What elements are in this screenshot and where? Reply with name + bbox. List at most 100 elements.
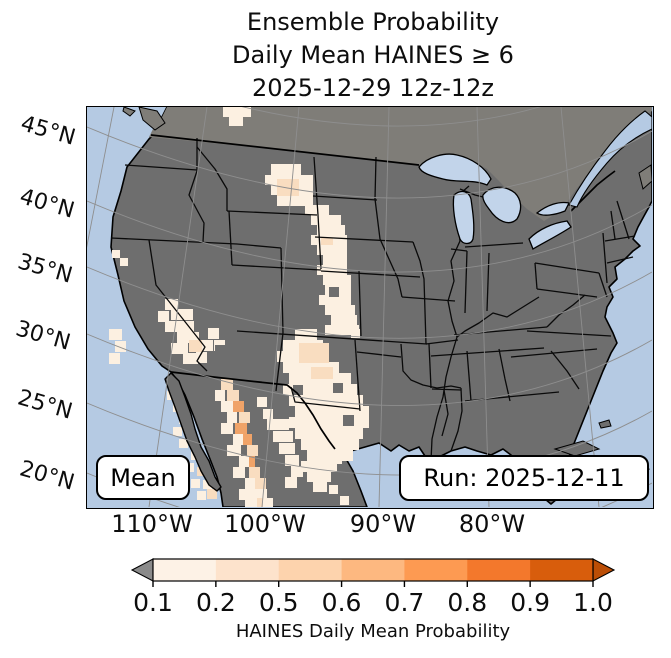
probability-cell: [208, 328, 219, 339]
vancouver-island: [138, 107, 166, 131]
colorbar-segment: [404, 559, 468, 581]
colorbar-tick-label: 0.5: [258, 588, 299, 617]
map-panel: [86, 106, 654, 509]
graticule: [87, 107, 652, 507]
run-label-box: Run: 2025-12-11: [399, 455, 649, 501]
probability-cell: [299, 343, 329, 363]
probability-cell: [251, 489, 262, 500]
probability-cell: [267, 419, 289, 430]
probability-cell: [233, 401, 244, 412]
great-lakes: [418, 110, 652, 250]
probability-cell: [247, 445, 258, 456]
country-borders: [150, 134, 616, 450]
probability-cell: [325, 305, 355, 315]
probability-cell: [165, 321, 194, 332]
nova-scotia: [638, 164, 652, 190]
st-lawrence: [568, 110, 652, 208]
probability-cell: [249, 467, 260, 478]
mean-label-box: Mean: [96, 455, 190, 500]
probability-cell: [325, 325, 359, 335]
probability-cell: [351, 329, 360, 338]
lon-tick-label: 100°W: [224, 510, 306, 538]
probability-cell: [191, 479, 200, 488]
probability-cell: [221, 401, 233, 412]
colorbar-caption: HAINES Daily Mean Probability: [235, 621, 511, 642]
probability-cell: [277, 195, 313, 206]
colorbar-over-arrow: [592, 558, 616, 582]
probability-cell: [227, 445, 241, 456]
probability-cell: [120, 258, 128, 266]
probability-cell: [241, 434, 252, 445]
probability-cell: [173, 427, 182, 436]
map-svg: [87, 107, 652, 507]
page-title: Ensemble Probability Daily Mean HAINES ≥…: [88, 6, 658, 105]
probability-cell: [307, 450, 353, 461]
probability-cell: [271, 164, 301, 175]
lon-tick-label: 110°W: [111, 510, 193, 538]
probability-cell: [301, 461, 337, 472]
colorbar-tick-label: 0.2: [195, 588, 236, 617]
colorbar-under-arrow: [130, 558, 154, 582]
canada-land: [149, 107, 652, 221]
colorbar-tick-label: 1.0: [573, 588, 613, 617]
title-line-2: Daily Mean HAINES ≥ 6: [232, 41, 514, 69]
probability-cell: [311, 367, 333, 379]
probability-cell: [203, 480, 212, 489]
probability-cell: [177, 332, 199, 343]
probability-cell: [233, 434, 243, 445]
probability-cell: [301, 439, 359, 450]
colorbar-tick-label: 0.7: [384, 588, 425, 617]
probability-cell: [189, 340, 202, 352]
lon-tick-label: 90°W: [349, 510, 417, 538]
probability-cell: [179, 439, 188, 448]
probability-cell: [343, 415, 354, 426]
coastal-island: [122, 107, 136, 117]
probability-cell: [223, 107, 251, 117]
probability-cell: [245, 478, 255, 489]
probability-cell: [171, 309, 193, 320]
baja-peninsula: [164, 372, 222, 492]
probability-cell: [215, 390, 225, 401]
probability-cell: [112, 250, 120, 258]
probability-cell: [245, 498, 257, 507]
probability-cell: [295, 428, 363, 439]
probability-cell: [331, 315, 357, 325]
probability-cell: [333, 455, 342, 464]
probability-cell: [311, 215, 341, 225]
probability-cell: [202, 340, 213, 351]
probability-cell: [323, 255, 347, 265]
probability-cell: [109, 353, 120, 364]
probability-cell: [115, 341, 126, 352]
probability-cell: [257, 489, 267, 498]
probability-cell: [239, 456, 249, 467]
probability-cell: [289, 417, 369, 428]
probability-cell: [295, 329, 317, 340]
lon-tick-label: 80°W: [458, 510, 526, 538]
probability-cell: [291, 466, 303, 477]
probability-cell: [317, 225, 345, 235]
probability-cell: [293, 385, 303, 395]
probability-cell: [158, 311, 169, 322]
probability-cell: [233, 467, 245, 478]
probability-cell: [321, 238, 333, 249]
colorbar-segment: [341, 559, 405, 581]
probability-cells: [109, 107, 369, 507]
colorbar-tick-label: 0.1: [133, 588, 173, 617]
probability-cell: [317, 265, 347, 275]
probability-cell: [317, 245, 347, 255]
title-line-3: 2025-12-29 12z-12z: [251, 74, 495, 102]
probability-cell: [323, 275, 351, 285]
probability-cell: [307, 471, 331, 482]
probability-cell: [196, 352, 207, 363]
colorbar-segment: [215, 559, 280, 581]
colorbar: [125, 556, 620, 588]
lat-tick-label: 25°N: [14, 385, 76, 425]
probability-cell: [229, 117, 243, 126]
probability-cell: [207, 489, 217, 499]
probability-cell: [221, 379, 233, 390]
lat-tick-label: 45°N: [17, 111, 79, 151]
probability-cell: [171, 343, 188, 354]
run-label-text: Run: 2025-12-11: [423, 464, 625, 492]
probability-cell: [285, 477, 297, 488]
probability-cell: [285, 455, 299, 466]
